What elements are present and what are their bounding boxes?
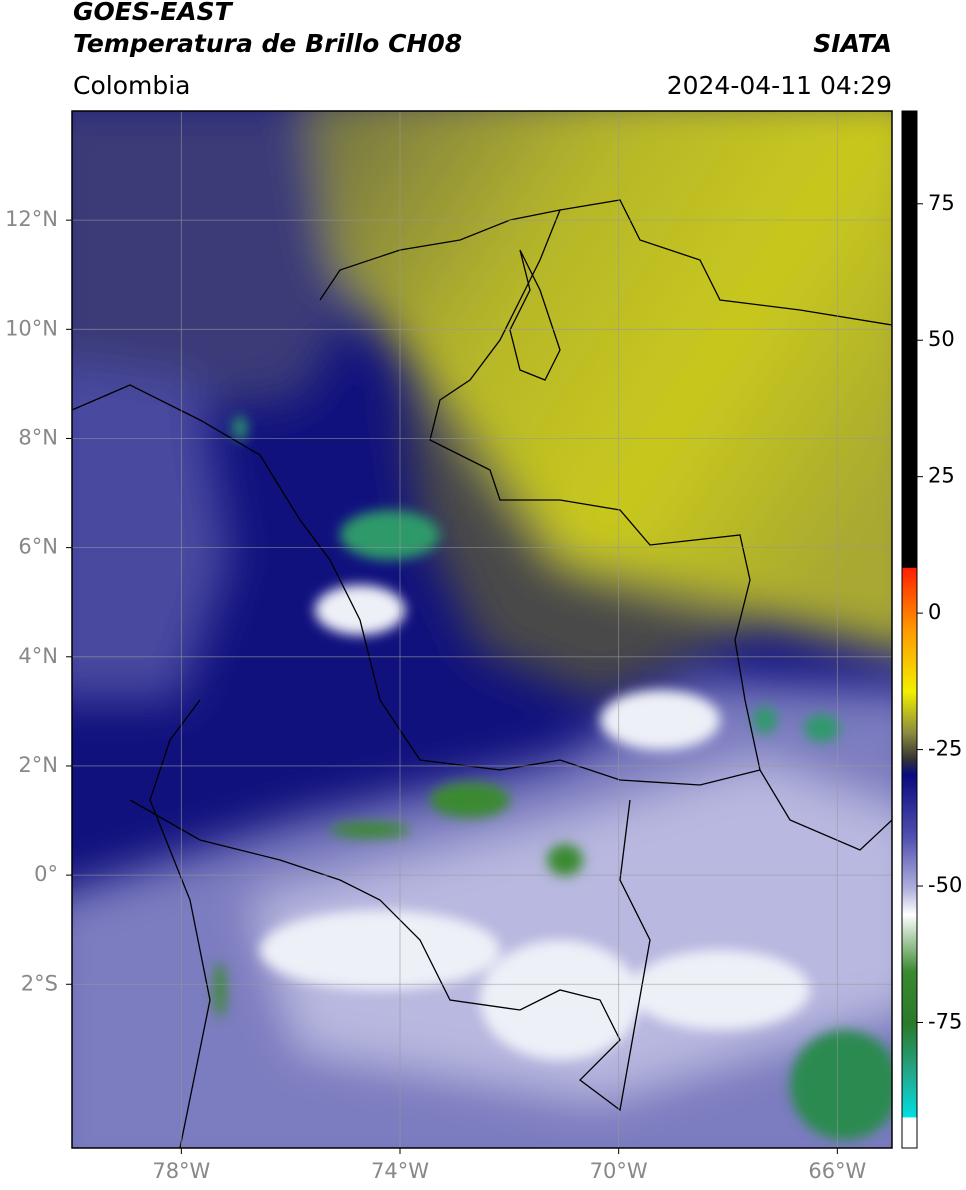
y-tick-label: 10°N [5,316,58,340]
colorbar-tick-label: 25 [928,464,955,488]
colorbar-tick-label: 50 [928,327,955,351]
y-tick-label: 12°N [5,207,58,231]
satellite-image [72,111,892,1148]
map-frame [71,110,893,1149]
x-tick-label: 78°W [152,1159,210,1183]
title: GOES-EAST [73,0,234,26]
y-tick-label: 0° [34,862,58,886]
grid [72,111,892,1148]
y-tick-label: 2°S [21,971,58,995]
y-tick-label: 8°N [18,425,58,449]
region: Colombia [73,71,190,100]
y-tick-label: 6°N [18,535,58,559]
borders [72,199,892,1148]
y-tick-label: 2°N [18,753,58,777]
x-tick-label: 74°W [371,1159,429,1183]
timestamp: 2024-04-11 04:29 [667,71,892,100]
colorbar-tick-label: 0 [928,600,941,624]
colorbar-tick-label: -50 [928,873,962,897]
x-tick-label: 70°W [590,1159,648,1183]
colorbar-tick-label: -75 [928,1009,962,1033]
colorbar-tick-label: 75 [928,191,955,215]
colorbar [901,110,918,1149]
colorbar-tick-label: -25 [928,737,962,761]
y-tick-label: 4°N [18,644,58,668]
x-tick-label: 66°W [808,1159,866,1183]
subtitle: Temperatura de Brillo CH08 [73,29,462,58]
source: SIATA [813,29,892,58]
